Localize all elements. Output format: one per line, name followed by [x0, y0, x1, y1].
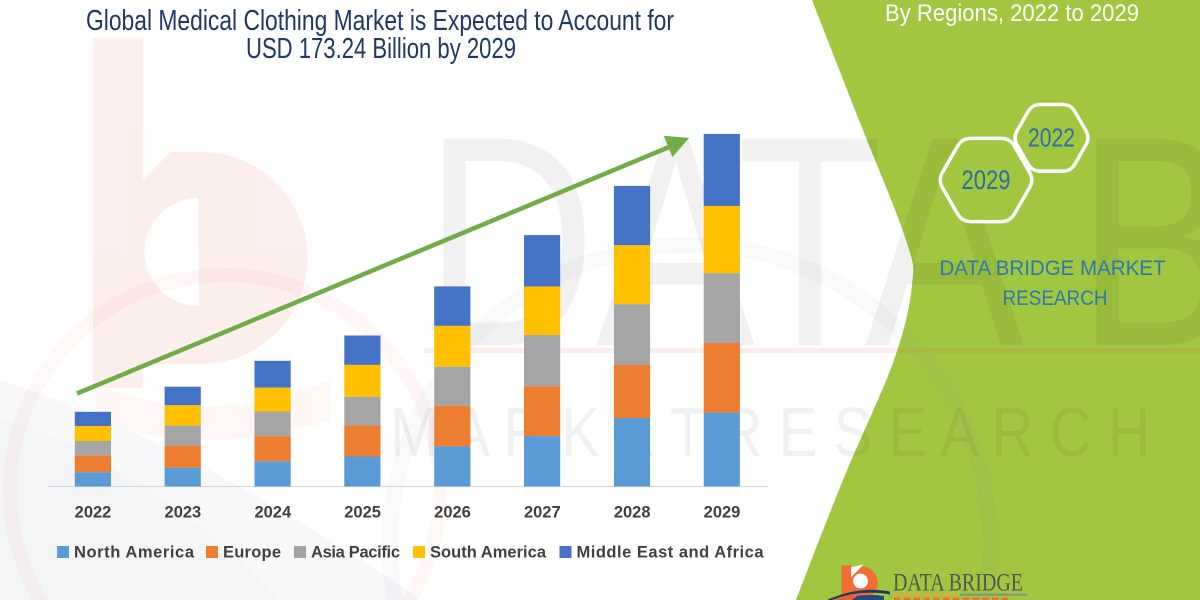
- svg-text:M A R K E T R E S E A R C H: M A R K E T R E S E A R C H: [390, 393, 1150, 471]
- svg-text:2029: 2029: [962, 165, 1011, 195]
- svg-text:Global Medical Clothing Market: Global Medical Clothing Market is Expect…: [86, 5, 674, 37]
- svg-text:Europe: Europe: [223, 544, 281, 562]
- svg-text:By Regions, 2022 to 2029: By Regions, 2022 to 2029: [885, 0, 1139, 27]
- svg-text:Asia Pacific: Asia Pacific: [311, 544, 400, 562]
- svg-text:2022: 2022: [75, 504, 112, 522]
- svg-text:Middle East and Africa: Middle East and Africa: [577, 544, 765, 562]
- svg-text:USD 173.24 Billion by 2029: USD 173.24 Billion by 2029: [246, 33, 516, 65]
- svg-text:RESEARCH: RESEARCH: [1003, 286, 1108, 310]
- svg-text:2023: 2023: [165, 504, 202, 522]
- svg-text:2025: 2025: [344, 504, 381, 522]
- svg-text:2028: 2028: [614, 504, 651, 522]
- svg-text:2026: 2026: [434, 504, 471, 522]
- svg-text:North America: North America: [74, 544, 195, 562]
- svg-text:DATA BRIDGE MARKET: DATA BRIDGE MARKET: [940, 256, 1166, 280]
- svg-text:DATA BRIDGE: DATA BRIDGE: [893, 570, 1023, 597]
- svg-text:2029: 2029: [704, 504, 741, 522]
- svg-text:2027: 2027: [524, 504, 561, 522]
- svg-text:South America: South America: [430, 544, 547, 562]
- svg-text:2024: 2024: [254, 504, 292, 522]
- svg-text:2022: 2022: [1028, 125, 1075, 153]
